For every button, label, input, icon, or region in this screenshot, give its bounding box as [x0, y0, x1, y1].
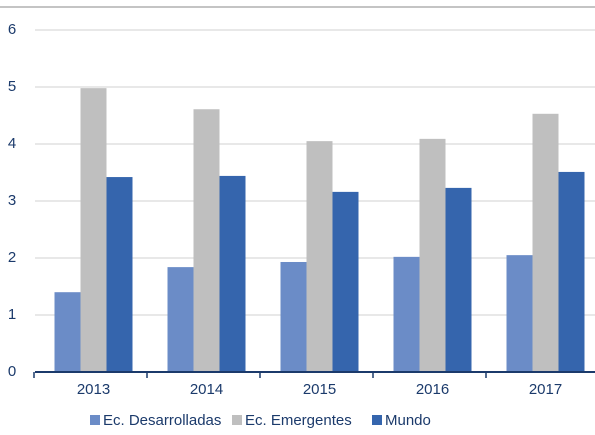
y-tick-label: 4 — [8, 135, 16, 152]
bar — [167, 267, 194, 372]
bar — [54, 292, 81, 372]
legend-label: Mundo — [385, 412, 431, 429]
y-tick-label: 1 — [8, 306, 16, 323]
bar — [306, 141, 333, 372]
x-tick-label: 2015 — [303, 381, 336, 398]
y-tick-label: 5 — [8, 78, 16, 95]
bar — [419, 138, 446, 372]
x-tick-label: 2013 — [77, 381, 110, 398]
bar — [193, 109, 220, 372]
x-tick-label: 2016 — [416, 381, 449, 398]
bar — [558, 171, 585, 372]
bar — [445, 187, 472, 372]
legend-label: Ec. Emergentes — [245, 412, 352, 429]
y-tick-label: 2 — [8, 249, 16, 266]
bar — [106, 177, 133, 372]
legend-label: Ec. Desarrolladas — [103, 412, 221, 429]
bar — [332, 191, 359, 372]
bar — [532, 113, 559, 372]
bar — [393, 256, 420, 372]
legend-swatch — [372, 415, 382, 425]
bar — [280, 261, 307, 372]
y-tick-label: 3 — [8, 192, 16, 209]
bar — [506, 255, 533, 372]
x-tick-label: 2014 — [190, 381, 223, 398]
y-tick-label: 6 — [8, 21, 16, 38]
bar — [219, 175, 246, 372]
y-tick-label: 0 — [8, 363, 16, 380]
bar — [80, 88, 107, 372]
legend-swatch — [90, 415, 100, 425]
x-tick-label: 2017 — [529, 381, 562, 398]
legend-swatch — [232, 415, 242, 425]
